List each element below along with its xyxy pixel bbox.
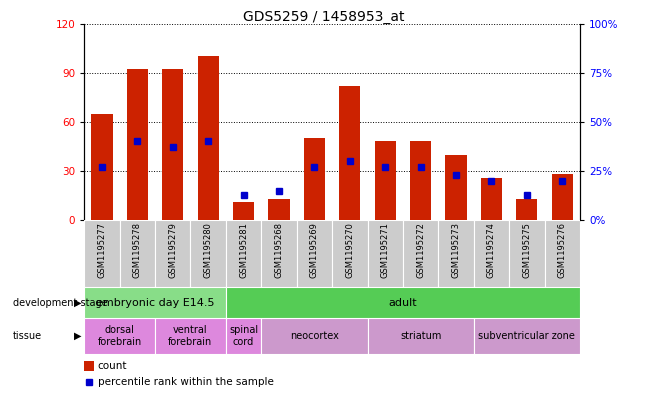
Bar	[474, 220, 509, 287]
Text: GSM1195272: GSM1195272	[416, 222, 425, 278]
Bar	[516, 199, 537, 220]
Text: percentile rank within the sample: percentile rank within the sample	[98, 377, 273, 387]
Bar	[410, 141, 432, 220]
Bar	[297, 220, 332, 287]
Bar	[438, 220, 474, 287]
Text: GSM1195276: GSM1195276	[558, 222, 567, 278]
Text: tissue: tissue	[13, 331, 42, 341]
Text: subventricular zone: subventricular zone	[478, 331, 575, 341]
Text: GSM1195273: GSM1195273	[452, 222, 461, 278]
Bar	[84, 287, 226, 318]
Bar	[474, 318, 580, 354]
Text: GSM1195271: GSM1195271	[381, 222, 389, 278]
Text: count: count	[98, 361, 128, 371]
Text: ▶: ▶	[73, 298, 81, 308]
Bar	[226, 220, 261, 287]
Text: GSM1195278: GSM1195278	[133, 222, 142, 278]
Text: GDS5259 / 1458953_at: GDS5259 / 1458953_at	[243, 10, 405, 24]
Text: GSM1195274: GSM1195274	[487, 222, 496, 278]
Bar	[261, 220, 297, 287]
Text: GSM1195281: GSM1195281	[239, 222, 248, 278]
Bar	[127, 70, 148, 220]
Bar	[226, 318, 261, 354]
Bar	[226, 287, 580, 318]
Text: adult: adult	[389, 298, 417, 308]
Text: neocortex: neocortex	[290, 331, 339, 341]
Text: ventral
forebrain: ventral forebrain	[168, 325, 213, 347]
Bar	[544, 220, 580, 287]
Bar	[162, 70, 183, 220]
Text: GSM1195275: GSM1195275	[522, 222, 531, 278]
Bar	[403, 220, 438, 287]
Bar	[445, 154, 467, 220]
Text: striatum: striatum	[400, 331, 441, 341]
Bar	[155, 220, 191, 287]
Bar	[304, 138, 325, 220]
Text: GSM1195279: GSM1195279	[168, 222, 178, 278]
Bar	[367, 318, 474, 354]
Text: spinal
cord: spinal cord	[229, 325, 258, 347]
Text: GSM1195269: GSM1195269	[310, 222, 319, 278]
Text: dorsal
forebrain: dorsal forebrain	[97, 325, 142, 347]
Bar	[84, 220, 120, 287]
Bar	[84, 361, 94, 371]
Bar	[367, 220, 403, 287]
Text: GSM1195280: GSM1195280	[203, 222, 213, 278]
Text: GSM1195277: GSM1195277	[97, 222, 106, 278]
Bar	[509, 220, 544, 287]
Bar	[332, 220, 367, 287]
Bar	[268, 199, 290, 220]
Bar	[84, 318, 155, 354]
Bar	[91, 114, 113, 220]
Bar	[198, 56, 219, 220]
Bar	[233, 202, 254, 220]
Text: development stage: development stage	[13, 298, 108, 308]
Bar	[155, 318, 226, 354]
Text: GSM1195270: GSM1195270	[345, 222, 354, 278]
Bar	[551, 174, 573, 220]
Text: embryonic day E14.5: embryonic day E14.5	[96, 298, 214, 308]
Bar	[120, 220, 155, 287]
Bar	[191, 220, 226, 287]
Text: GSM1195268: GSM1195268	[275, 222, 283, 278]
Bar	[261, 318, 367, 354]
Bar	[481, 178, 502, 220]
Bar	[339, 86, 360, 220]
Bar	[375, 141, 396, 220]
Text: ▶: ▶	[73, 331, 81, 341]
